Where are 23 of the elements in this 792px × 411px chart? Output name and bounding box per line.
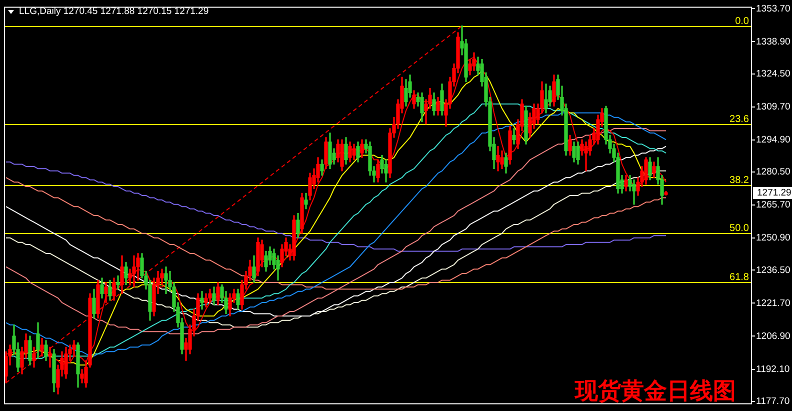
annotation: 现货黄金日线图 [574,377,736,404]
y-tick-label: 1250.90 [756,232,790,244]
y-tick-label: 1206.90 [756,330,790,342]
y-tick-label: 1309.70 [756,102,790,113]
candlestick [116,275,120,290]
y-tick-label: 1280.50 [756,166,790,178]
y-tick-label: 1324.50 [756,68,790,80]
annotation: 38.2 [730,174,750,186]
y-tick-label: 1265.70 [756,200,790,211]
chart-title: LLG,Daily 1270.45 1271.88 1270.15 1271.29 [19,6,209,17]
y-tick-label: 1192.10 [756,364,790,375]
y-tick-label: 1236.50 [756,264,790,276]
candlestick [132,255,136,288]
y-tick-label: 1353.70 [756,3,790,14]
annotation: 50.0 [730,222,750,234]
annotation: 1271.29 [757,188,792,199]
y-tick-label: 1338.90 [756,36,790,48]
y-tick-label: 1221.70 [756,298,790,309]
annotation: 23.6 [730,114,750,125]
y-tick-label: 1177.70 [756,396,790,408]
y-tick-label: 1294.90 [756,134,790,146]
annotation: 0.0 [735,16,750,27]
annotation: 61.8 [730,272,750,283]
